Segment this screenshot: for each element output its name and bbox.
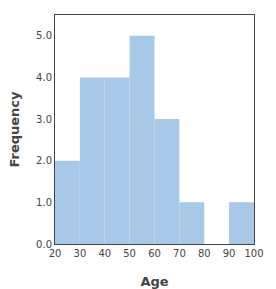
svg-text:80: 80 [198,248,211,259]
svg-text:90: 90 [223,248,236,259]
svg-text:Age: Age [140,274,168,289]
svg-text:100: 100 [244,248,263,259]
svg-text:1.0: 1.0 [36,197,52,208]
svg-text:60: 60 [148,248,161,259]
svg-text:30: 30 [74,248,87,259]
svg-text:0.0: 0.0 [36,239,52,250]
svg-text:5.0: 5.0 [36,30,52,41]
svg-text:2.0: 2.0 [36,155,52,166]
svg-text:50: 50 [123,248,136,259]
svg-text:20: 20 [49,248,62,259]
svg-text:70: 70 [173,248,186,259]
svg-text:Frequency: Frequency [7,91,22,168]
svg-text:4.0: 4.0 [36,72,52,83]
svg-text:40: 40 [98,248,111,259]
svg-text:3.0: 3.0 [36,114,52,125]
